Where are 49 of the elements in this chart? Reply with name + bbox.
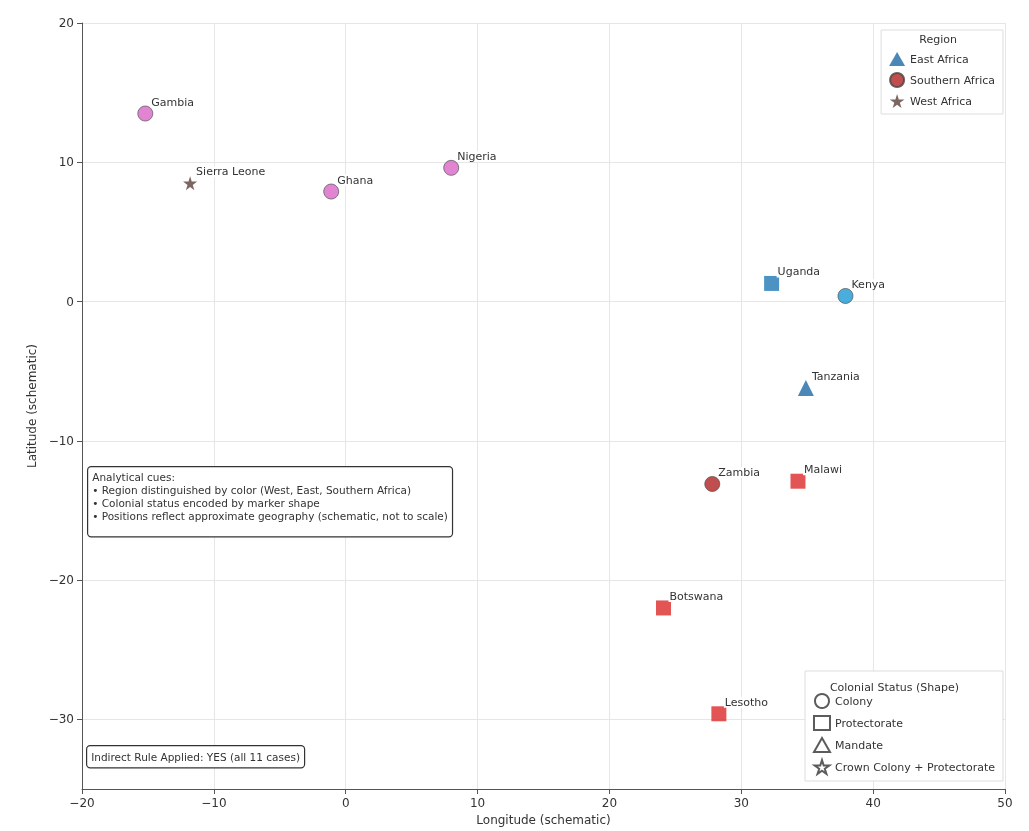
legend-title: Region <box>919 33 958 46</box>
annotation: Gambia <box>151 95 195 109</box>
y-axis-title: Latitude (schematic) <box>24 343 39 469</box>
annotation: Malawi <box>803 463 843 477</box>
point <box>711 706 727 722</box>
point <box>443 159 460 176</box>
annotation: Nigeria <box>457 149 497 163</box>
y-tick-label: −30 <box>48 712 74 727</box>
annotation: Colonial Status (Shape) <box>829 681 960 694</box>
legend-label: East Africa <box>910 52 969 66</box>
legend-label: Crown Colony + Protectorate <box>834 760 996 774</box>
legend-label: Southern Africa <box>910 73 995 87</box>
annotation: Sierra Leone <box>196 165 266 179</box>
x-axis-title: Longitude (schematic) <box>476 812 611 827</box>
annotation: Lesotho <box>724 695 769 709</box>
point <box>655 600 671 616</box>
point <box>704 476 721 492</box>
x-tick-label: 30 <box>733 796 749 810</box>
legend-label: Colony <box>834 694 874 708</box>
point <box>323 183 340 200</box>
point <box>137 105 154 122</box>
legend-label: Protectorate <box>834 716 904 730</box>
x-tick-label: 20 <box>601 796 618 810</box>
annotation: Indirect Rule Applied: YES (all 11 cases) <box>91 750 301 763</box>
annotation: Ghana <box>337 173 374 187</box>
y-tick-label: 10 <box>58 155 74 170</box>
point <box>797 379 814 396</box>
y-tick-label: −20 <box>48 573 74 588</box>
point <box>790 473 806 489</box>
x-tick-label: 40 <box>865 796 881 810</box>
x-tick-label: −10 <box>201 796 227 810</box>
y-tick-label: 20 <box>58 16 74 30</box>
x-tick-label: 10 <box>469 796 486 810</box>
annotation: Uganda <box>777 265 821 279</box>
point <box>183 176 198 191</box>
annotation: Botswana <box>669 589 724 603</box>
point <box>764 275 780 291</box>
y-tick-label: −10 <box>48 433 74 448</box>
x-tick-label: −20 <box>69 796 95 810</box>
annotation: Zambia <box>718 465 761 479</box>
annotation: Analytical cues: • Region distinguished by color (West, East, Southern Africa) • Colonial status encoded by marker shape • Positions reflect approximate geography (schematic, not to scale) <box>92 470 448 522</box>
annotation: Tanzania <box>810 369 860 383</box>
point <box>837 288 854 304</box>
y-tick-label: 0 <box>66 294 74 309</box>
annotation: Kenya <box>851 277 886 291</box>
legend-label: Mandate <box>834 738 884 752</box>
legend-label: West Africa <box>910 94 973 108</box>
x-tick-label: 50 <box>997 796 1013 810</box>
x-tick-label: 0 <box>341 796 350 810</box>
